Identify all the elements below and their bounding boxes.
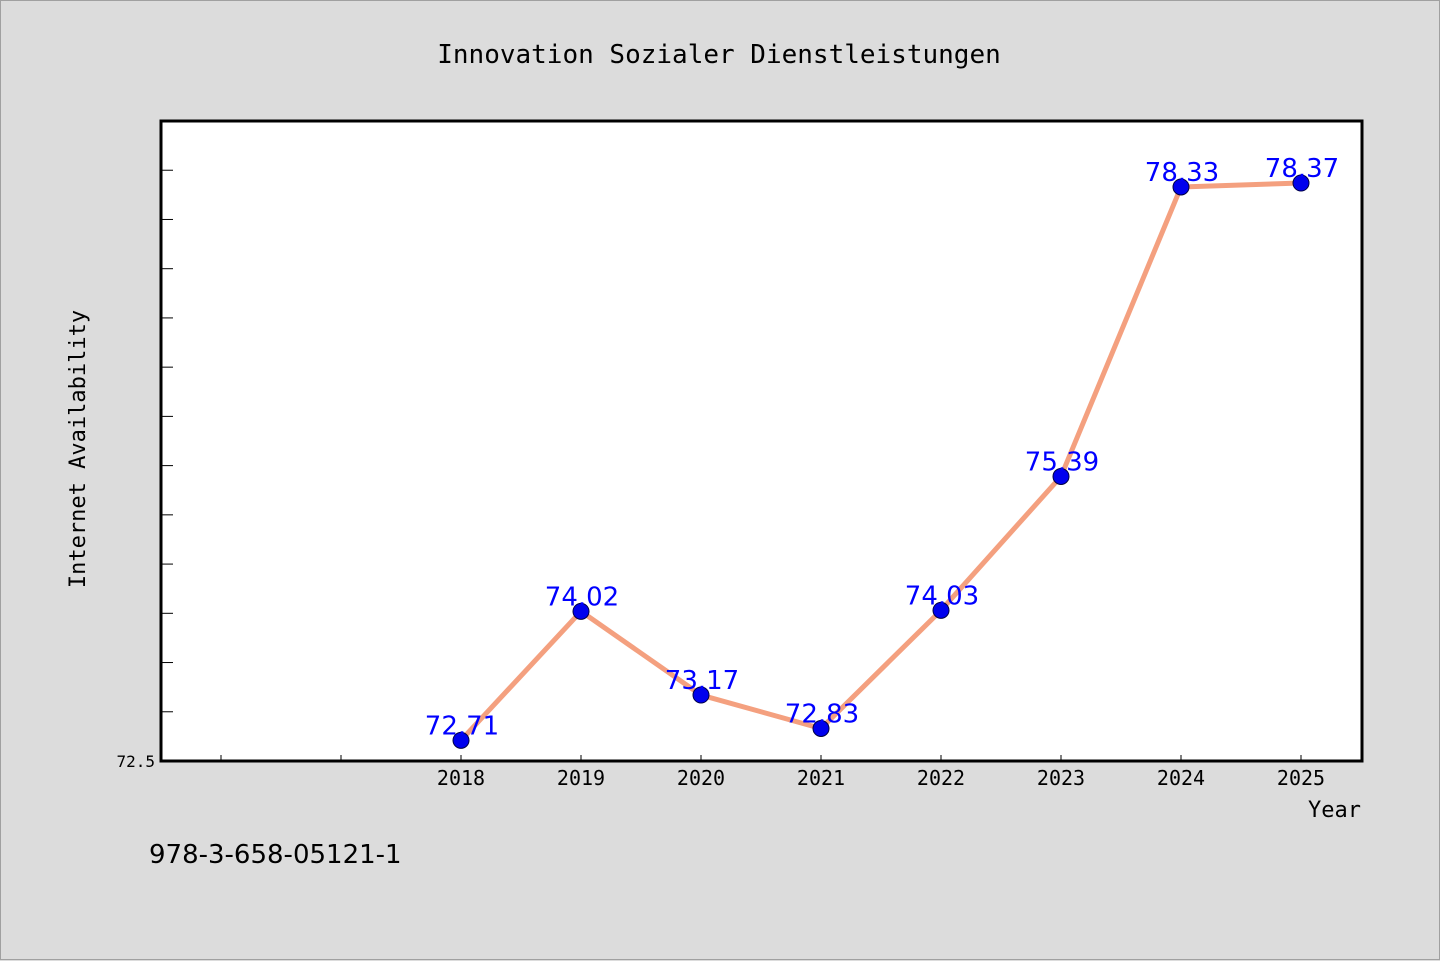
data-point [812,720,830,738]
data-point [932,601,950,619]
x-tick-label: 2023 [1037,766,1085,790]
x-tick-label: 2025 [1277,766,1325,790]
data-label: 74.03 [905,581,979,611]
data-label: 73.17 [665,666,739,696]
plot-area [159,119,1364,763]
data-point [1292,174,1310,192]
data-label: 78.37 [1265,154,1339,184]
data-label: 75.39 [1025,447,1099,477]
series-line [458,180,1304,743]
data-point [452,731,470,749]
x-axis-title: Year [1308,798,1361,823]
y-axis-title: Internet Availability [66,310,91,588]
x-tick-label: 2018 [437,766,485,790]
x-tick-label: 2019 [557,766,605,790]
y-tick-label: 72.5 [116,752,155,771]
data-label: 74.02 [545,582,619,612]
x-tick-label: 2022 [917,766,965,790]
chart-title: Innovation Sozialer Dienstleistungen [437,40,1001,70]
x-tick-label: 2021 [797,766,845,790]
data-labels: 72.71 74.02 73.17 72.83 74.03 75.39 78.33 78.37 [425,154,1339,741]
isbn-footer: 978-3-658-05121-1 [149,840,402,870]
x-tick-label: 2024 [1157,766,1205,790]
data-point [1052,467,1070,485]
x-tick-label: 2020 [677,766,725,790]
x-axis-ticks: 2018 2019 2020 2021 2022 2023 2024 2025 [220,755,1325,790]
data-label: 78.33 [1145,158,1219,188]
data-label: 72.71 [425,711,499,741]
series-layer [452,174,1310,749]
data-point [692,686,710,704]
y-axis-ticks: 72.5 [116,120,173,771]
data-label: 72.83 [785,700,859,730]
data-point [572,602,590,620]
data-point [1172,178,1190,196]
